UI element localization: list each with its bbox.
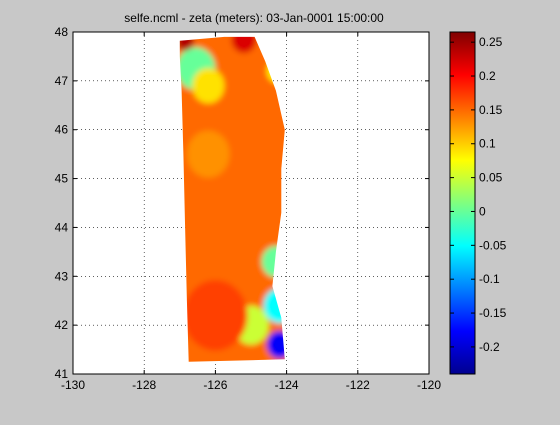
colorbar-tick-label: -0.2	[479, 340, 500, 354]
colorbar-tick-label: -0.05	[479, 238, 507, 252]
zeta-field	[179, 36, 285, 362]
x-tick-label: -130	[61, 378, 85, 392]
y-tick-label: 41	[55, 367, 69, 381]
colorbar-tick-label: 0.25	[479, 35, 503, 49]
field-feature	[233, 149, 269, 189]
x-tick-label: -126	[203, 378, 227, 392]
field-feature	[192, 68, 225, 104]
x-tick-label: -124	[275, 378, 299, 392]
y-tick-label: 48	[55, 25, 69, 39]
colorbar-tick-label: -0.15	[479, 306, 507, 320]
x-tick-label: -122	[346, 378, 370, 392]
colorbar-axis: -0.2 -0.15 -0.1 -0.05 0 0.05 0.1 0.15 0.2 0.25	[450, 35, 507, 354]
y-tick-label: 44	[55, 220, 69, 234]
axes: -130 -128 -126 -124 -122 -120 41 42 43 44 45 46 47 48	[55, 25, 442, 392]
x-tick-label: -120	[417, 378, 441, 392]
colorbar-tick-label: 0.1	[479, 137, 496, 151]
colorbar-tick-label: -0.1	[479, 272, 500, 286]
colorbar	[449, 31, 476, 375]
field-feature	[208, 190, 259, 246]
colorbar-tick-label: 0.15	[479, 103, 503, 117]
chart-title: selfe.ncml - zeta (meters): 03-Jan-0001 …	[124, 11, 384, 25]
plot-frame	[72, 31, 430, 375]
field-feature	[267, 330, 285, 359]
field-feature	[231, 36, 257, 54]
colorbar-tick-label: 0.2	[479, 69, 496, 83]
field-feature	[179, 36, 195, 51]
y-tick-label: 42	[55, 318, 69, 332]
y-tick-label: 43	[55, 269, 69, 283]
field-feature	[186, 130, 230, 178]
colorbar-tick-label: 0.05	[479, 171, 503, 185]
y-tick-label: 46	[55, 123, 69, 137]
y-tick-label: 47	[55, 74, 69, 88]
colorbar-tick-label: 0	[479, 204, 486, 218]
x-tick-label: -128	[132, 378, 156, 392]
y-tick-label: 45	[55, 172, 69, 186]
field-feature	[183, 280, 248, 351]
